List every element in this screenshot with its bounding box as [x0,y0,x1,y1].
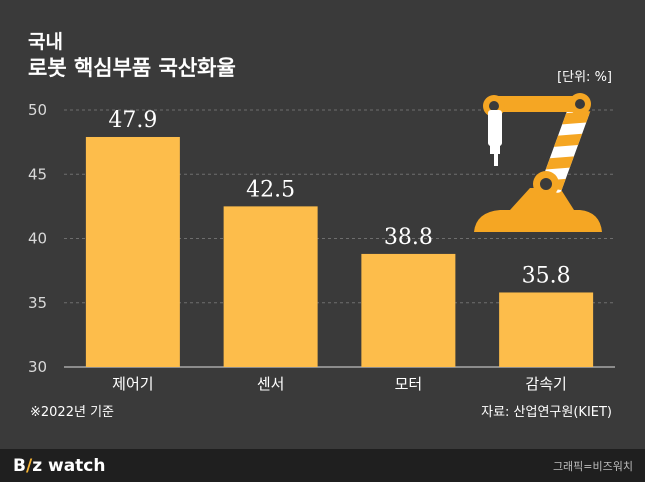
bar-3 [499,292,594,367]
chart-title: 국내 로봇 핵심부품 국산화율 [28,30,236,82]
bar-2 [361,253,456,367]
title-line-2: 로봇 핵심부품 국산화율 [28,55,236,80]
bar-0 [85,136,180,367]
x-category-label: 모터 [395,375,423,393]
y-tick-label: 45 [28,165,47,183]
bizwatch-logo: B/z watch [13,456,106,476]
bar-value-label: 35.8 [522,263,571,288]
unit-label: [단위: %] [557,70,612,85]
y-tick-label: 50 [28,101,47,119]
bar-1 [223,206,318,367]
bar-value-label: 38.8 [384,225,433,250]
bar-value-label: 42.5 [246,177,295,202]
footnote: ※2022년 기준 [30,405,114,420]
x-category-label: 센서 [257,375,285,393]
title-line-1: 국내 [28,31,63,53]
source-label: 자료: 산업연구원(KIET) [481,405,612,420]
y-tick-label: 30 [28,358,47,376]
bar-chart: 50 45 40 35 30 47.9 제어기 42.5 센서 38.8 모터 35.8 감속기 [28,101,615,393]
robot-arm-icon [474,93,602,232]
footer-bar: B/z watch 그래픽=비즈워치 [0,449,645,482]
x-category-label: 감속기 [525,375,566,393]
y-tick-label: 40 [28,230,47,248]
bar-value-label: 47.9 [108,108,157,133]
x-category-label: 제어기 [112,375,153,393]
y-tick-label: 35 [28,294,47,312]
graphic-credit: 그래픽=비즈워치 [552,460,633,473]
